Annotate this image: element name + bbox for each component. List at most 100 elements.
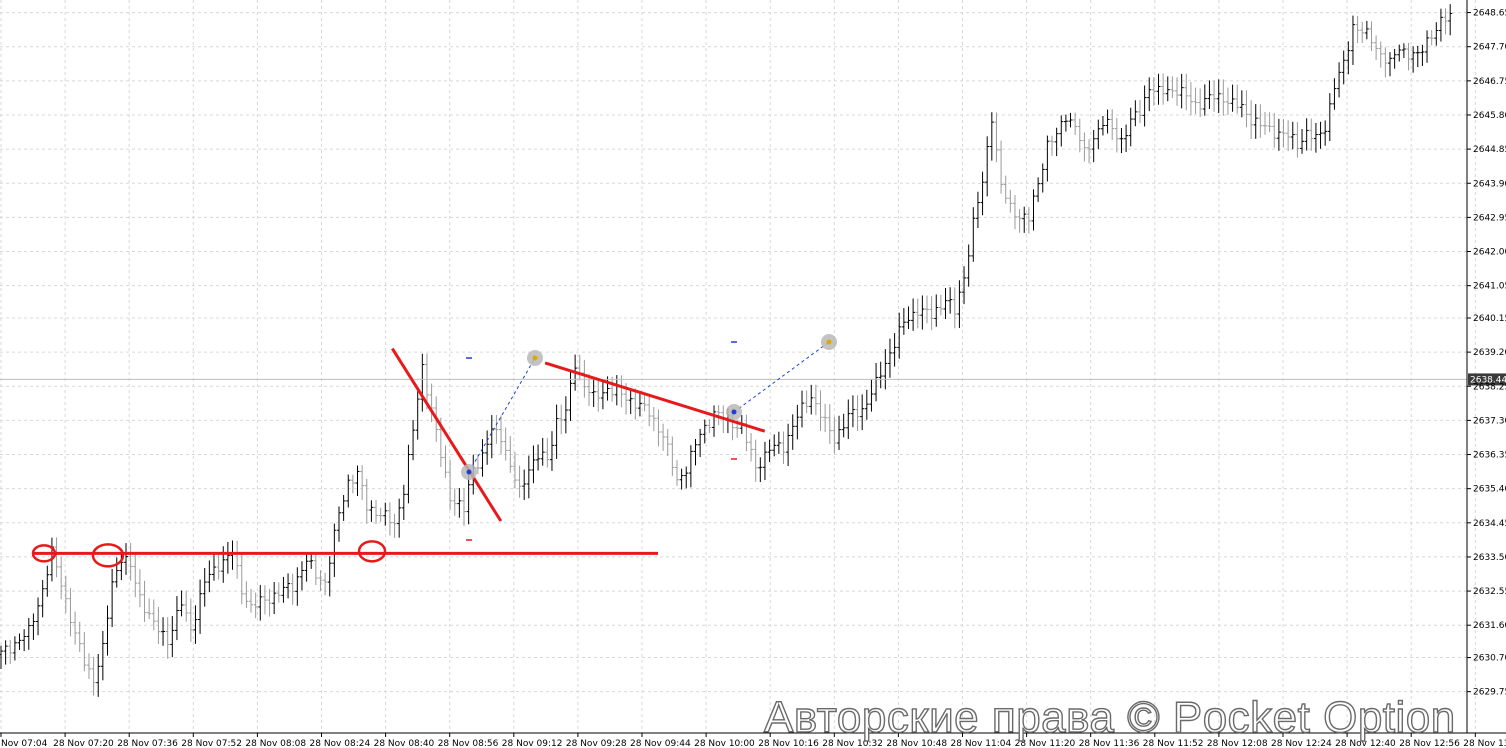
- ohlc-bar: [364, 478, 369, 524]
- ohlc-bar: [860, 394, 865, 431]
- ohlc-bar: [749, 432, 754, 462]
- time-tick-label: 28 Nov 12:40: [1335, 739, 1396, 748]
- ohlc-bar: [1337, 62, 1342, 98]
- ohlc-bar: [1355, 15, 1360, 44]
- price-tick-label: 2632.55: [1473, 587, 1506, 597]
- ohlc-bar: [712, 405, 717, 437]
- price-tick-label: 2642.95: [1473, 213, 1506, 223]
- ohlc-bar: [309, 552, 314, 569]
- ohlc-bar: [184, 590, 189, 622]
- ohlc-bar: [1364, 20, 1369, 40]
- ohlc-bar: [1114, 118, 1119, 153]
- ohlc-bar: [841, 413, 846, 438]
- ohlc-bar: [1253, 104, 1258, 139]
- ohlc-bar: [1438, 8, 1443, 42]
- time-tick-label: 28 Nov 12:56: [1399, 739, 1460, 748]
- ohlc-bar: [480, 439, 485, 477]
- ohlc-bar: [179, 590, 184, 617]
- time-tick-label: 28 Nov 07:36: [117, 739, 178, 748]
- ohlc-bar: [1017, 209, 1022, 233]
- ohlc-bar: [276, 582, 281, 603]
- ohlc-bar: [165, 617, 170, 659]
- ohlc-bar: [1327, 93, 1332, 142]
- ohlc-bar: [1068, 112, 1073, 128]
- ohlc-bar: [809, 384, 814, 415]
- ohlc-bar: [957, 280, 962, 328]
- ohlc-bar: [1198, 88, 1203, 117]
- ohlc-bar: [156, 606, 161, 644]
- ohlc-bar: [1239, 90, 1244, 118]
- ohlc-bar: [846, 399, 851, 439]
- ohlc-bar: [911, 298, 916, 331]
- ohlc-bar: [790, 414, 795, 450]
- ohlc-bar: [225, 541, 230, 574]
- ohlc-bar: [161, 617, 166, 646]
- ohlc-bar: [684, 466, 689, 489]
- ohlc-bar: [878, 361, 883, 389]
- price-tick-label: 2641.05: [1473, 282, 1506, 292]
- ohlc-bar: [679, 468, 684, 490]
- ohlc-bar: [1147, 77, 1152, 112]
- ohlc-bar: [776, 431, 781, 454]
- ohlc-bar: [1133, 100, 1138, 127]
- ohlc-bar: [1281, 118, 1286, 148]
- price-tick-label: 2644.85: [1473, 145, 1506, 155]
- ohlc-bar: [1087, 139, 1092, 164]
- time-tick-label: 28 Nov 08:56: [438, 739, 499, 748]
- ohlc-bar: [0, 645, 3, 670]
- ohlc-bar: [883, 349, 888, 390]
- ohlc-bar: [137, 569, 142, 608]
- ohlc-bar: [350, 474, 355, 494]
- ohlc-bar: [1151, 77, 1156, 106]
- ohlc-bar: [1119, 127, 1124, 154]
- ohlc-bar: [1313, 123, 1318, 153]
- ohlc-bar: [304, 552, 309, 582]
- ohlc-bar: [216, 553, 221, 580]
- ohlc-bar: [554, 404, 559, 459]
- ohlc-bar: [22, 629, 27, 652]
- ohlc-bar: [1036, 177, 1041, 202]
- ohlc-bar: [633, 388, 638, 420]
- ohlc-bar: [1341, 50, 1346, 85]
- ohlc-bar: [1059, 115, 1064, 147]
- ohlc-bar: [772, 434, 777, 457]
- ohlc-bar: [1188, 81, 1193, 116]
- ohlc-bar: [758, 457, 763, 483]
- ohlc-bar: [420, 353, 425, 412]
- ohlc-bar: [1110, 109, 1115, 141]
- ohlc-bar: [378, 507, 383, 522]
- ohlc-bar: [952, 287, 957, 329]
- ohlc-bar: [915, 298, 920, 329]
- ohlc-bar: [499, 415, 504, 455]
- ohlc-bar: [517, 465, 522, 498]
- ohlc-bar: [82, 632, 87, 672]
- ohlc-bar: [272, 582, 277, 615]
- ohlc-bar: [647, 395, 652, 427]
- ohlc-bar: [994, 112, 999, 163]
- ohlc-bar: [401, 484, 406, 520]
- ohlc-bar: [887, 338, 892, 378]
- ohlc-bar: [341, 494, 346, 521]
- ohlc-bar: [174, 596, 179, 641]
- ohlc-bar: [1193, 87, 1198, 115]
- ohlc-bar: [767, 439, 772, 463]
- ohlc-bar: [559, 404, 564, 435]
- ohlc-bar: [1040, 163, 1045, 193]
- trade-signal-dot: [532, 355, 538, 361]
- trade-signal-dot: [731, 409, 737, 415]
- ohlc-bar: [925, 295, 929, 324]
- ohlc-bar: [1096, 119, 1101, 150]
- ohlc-bar: [286, 573, 291, 599]
- time-tick-label: Nov 07:04: [1, 739, 48, 748]
- ohlc-bar: [1170, 76, 1175, 99]
- price-tick-label: 2646.75: [1473, 77, 1506, 87]
- ohlc-bar: [1383, 47, 1388, 78]
- ohlc-bar: [1304, 118, 1309, 151]
- time-tick-label: 28 Nov 12:08: [1207, 739, 1268, 748]
- ohlc-bar: [531, 445, 536, 484]
- ohlc-bar: [651, 406, 656, 432]
- ohlc-bar: [661, 423, 666, 451]
- ohlc-bar: [587, 373, 592, 406]
- price-tick-label: 2633.50: [1473, 553, 1506, 563]
